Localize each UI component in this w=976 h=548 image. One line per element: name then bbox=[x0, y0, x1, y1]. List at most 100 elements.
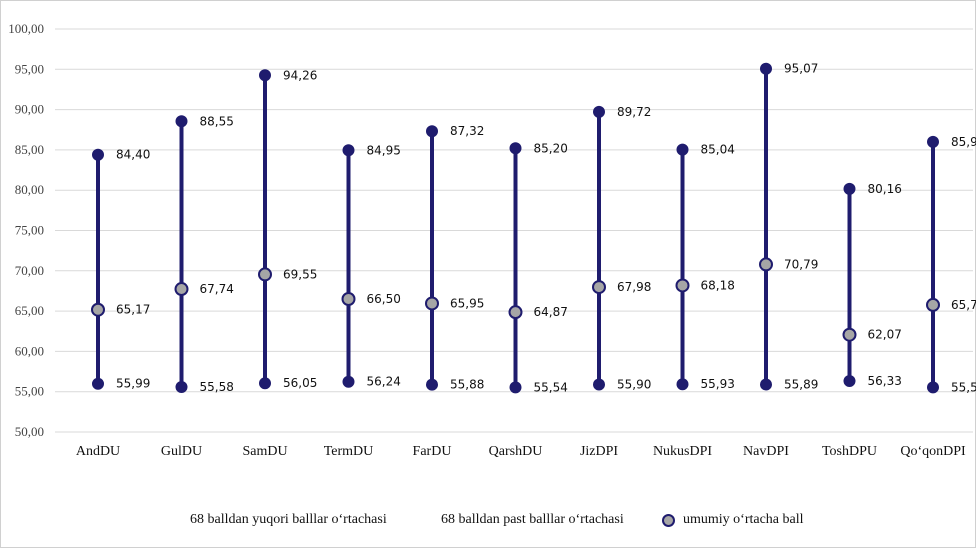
data-label-overall: 70,79 bbox=[784, 257, 818, 271]
data-label-high: 87,32 bbox=[450, 124, 484, 138]
data-label-high: 88,55 bbox=[200, 114, 234, 128]
marker-overall bbox=[341, 292, 356, 307]
legend-item-high: 68 balldan yuqori balllar o‘rtachasi bbox=[190, 512, 387, 528]
data-label-low: 56,24 bbox=[367, 375, 401, 389]
y-tick-label: 65,00 bbox=[15, 303, 44, 318]
x-tick-label: ToshDPU bbox=[822, 444, 877, 459]
y-tick-label: 60,00 bbox=[15, 343, 44, 358]
data-label-overall: 66,50 bbox=[367, 292, 401, 306]
marker-low bbox=[676, 378, 689, 391]
data-label-overall: 65,95 bbox=[450, 296, 484, 310]
y-tick-label: 55,00 bbox=[15, 384, 44, 399]
y-tick-label: 70,00 bbox=[15, 263, 44, 278]
marker-high bbox=[927, 135, 939, 148]
marker-low bbox=[593, 378, 605, 391]
marker-overall bbox=[675, 278, 690, 293]
marker-high bbox=[676, 143, 689, 156]
x-tick-label: SamDU bbox=[242, 444, 287, 459]
marker-low bbox=[92, 377, 104, 390]
data-labels: 84,40 55,99 65,17 88,55 55,58 67,74 94,26 56,05… bbox=[116, 62, 976, 395]
data-label-low: 55,90 bbox=[617, 377, 651, 391]
x-axis-ticks: AndDU GulDU SamDU TermDU FarDU QarshDU JizDPI N… bbox=[76, 444, 966, 459]
y-axis-ticks: 50,00 55,00 60,00 65,00 70,00 75,00 80,00 85,00… bbox=[8, 21, 44, 439]
x-tick-label: AndDU bbox=[76, 444, 120, 459]
marker-high bbox=[426, 125, 438, 138]
marker-high bbox=[593, 105, 605, 118]
data-markers bbox=[91, 62, 940, 394]
marker-low bbox=[342, 375, 355, 388]
data-label-low: 55,93 bbox=[701, 377, 735, 391]
data-label-high: 89,72 bbox=[617, 105, 651, 119]
x-tick-label: NukusDPI bbox=[653, 444, 712, 459]
legend-label-low: 68 balldan past balllar o‘rtachasi bbox=[441, 512, 624, 527]
marker-overall bbox=[174, 282, 189, 297]
marker-overall bbox=[759, 257, 773, 272]
marker-low bbox=[259, 377, 271, 390]
marker-low bbox=[843, 374, 856, 387]
data-label-overall: 67,98 bbox=[617, 280, 651, 294]
marker-high bbox=[509, 142, 522, 155]
data-label-low: 56,33 bbox=[868, 374, 902, 388]
data-label-overall: 67,74 bbox=[200, 282, 234, 296]
data-label-high: 85,99 bbox=[951, 135, 976, 149]
data-label-overall: 64,87 bbox=[534, 305, 568, 319]
data-label-high: 95,07 bbox=[784, 62, 818, 76]
y-tick-label: 90,00 bbox=[15, 102, 44, 117]
y-tick-label: 80,00 bbox=[15, 182, 44, 197]
marker-low bbox=[927, 381, 939, 394]
marker-overall bbox=[91, 302, 105, 317]
marker-high bbox=[92, 148, 104, 161]
marker-low bbox=[426, 378, 438, 391]
x-tick-label: FarDU bbox=[413, 444, 452, 459]
data-label-high: 94,26 bbox=[283, 68, 317, 82]
marker-high bbox=[259, 69, 271, 82]
marker-low bbox=[509, 381, 522, 394]
x-tick-label: QarshDU bbox=[489, 444, 543, 459]
data-label-overall: 69,55 bbox=[283, 267, 317, 281]
marker-high bbox=[760, 62, 772, 75]
x-tick-label: GulDU bbox=[161, 444, 202, 459]
data-label-low: 55,58 bbox=[200, 380, 234, 394]
marker-overall bbox=[592, 280, 606, 295]
marker-overall bbox=[258, 267, 272, 282]
legend-marker-overall bbox=[662, 513, 675, 527]
data-label-overall: 65,77 bbox=[951, 298, 976, 312]
y-tick-label: 85,00 bbox=[15, 142, 44, 157]
y-tick-label: 100,00 bbox=[8, 21, 44, 36]
data-label-low: 56,05 bbox=[283, 376, 317, 390]
marker-low bbox=[760, 378, 772, 391]
marker-overall bbox=[508, 305, 523, 320]
data-label-high: 85,04 bbox=[701, 143, 735, 157]
marker-overall bbox=[926, 297, 940, 312]
data-label-high: 84,95 bbox=[367, 143, 401, 157]
marker-high bbox=[342, 144, 355, 157]
y-tick-label: 75,00 bbox=[15, 223, 44, 238]
legend-item-overall: umumiy o‘rtacha ball bbox=[662, 512, 804, 528]
y-tick-label: 50,00 bbox=[15, 424, 44, 439]
data-label-low: 55,89 bbox=[784, 378, 818, 392]
data-label-low: 55,88 bbox=[450, 378, 484, 392]
legend-label-overall: umumiy o‘rtacha ball bbox=[683, 512, 804, 527]
data-label-low: 55,53 bbox=[951, 380, 976, 394]
data-label-low: 55,99 bbox=[116, 377, 150, 391]
y-tick-label: 95,00 bbox=[15, 61, 44, 76]
legend-item-low: 68 balldan past balllar o‘rtachasi bbox=[441, 512, 624, 528]
legend: 68 balldan yuqori balllar o‘rtachasi 68 … bbox=[0, 512, 976, 532]
legend-label-high: 68 balldan yuqori balllar o‘rtachasi bbox=[190, 512, 387, 527]
x-tick-label: JizDPI bbox=[580, 444, 618, 459]
x-tick-label: TermDU bbox=[324, 444, 374, 459]
data-label-high: 80,16 bbox=[868, 182, 902, 196]
marker-overall bbox=[425, 296, 439, 311]
gridlines bbox=[55, 28, 973, 433]
marker-high bbox=[175, 115, 188, 128]
marker-overall bbox=[842, 327, 857, 342]
x-tick-label: Qo‘qonDPI bbox=[900, 444, 966, 459]
marker-low bbox=[175, 381, 188, 394]
range-lines bbox=[96, 68, 935, 388]
data-label-overall: 68,18 bbox=[701, 278, 735, 292]
data-label-low: 55,54 bbox=[534, 380, 568, 394]
data-label-overall: 65,17 bbox=[116, 303, 150, 317]
data-label-overall: 62,07 bbox=[868, 328, 902, 342]
